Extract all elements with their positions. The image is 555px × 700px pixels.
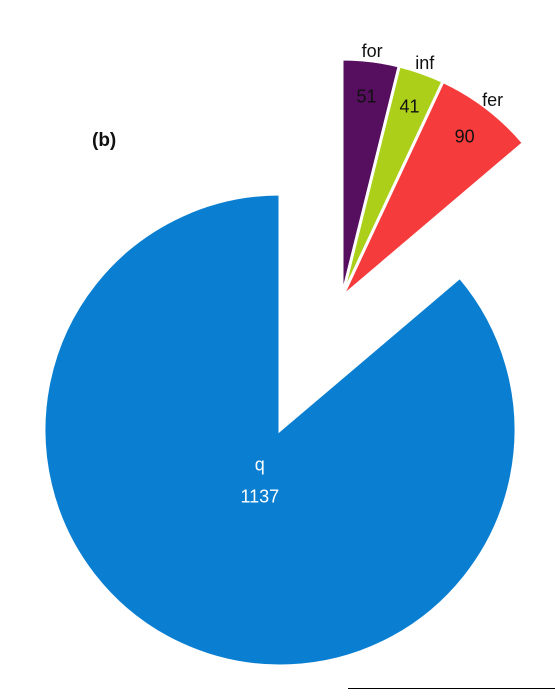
slice-value-for: 51: [356, 87, 376, 107]
pie-slice-q: [42, 192, 518, 668]
slices-layer: [42, 57, 526, 668]
panel-label: (b): [92, 130, 117, 151]
slice-label-q: q: [255, 455, 265, 475]
slice-label-inf: inf: [415, 53, 435, 73]
labels-layer: for 51 inf 41 fer 90 q 1137: [240, 41, 503, 507]
bottom-rule: [348, 688, 555, 689]
slice-value-q: 1137: [240, 487, 279, 507]
pie-slice-fer: [340, 79, 526, 299]
slice-value-fer: 90: [455, 127, 475, 147]
slice-value-inf: 41: [399, 97, 419, 117]
slice-label-fer: fer: [482, 90, 503, 110]
slice-label-for: for: [362, 41, 383, 61]
